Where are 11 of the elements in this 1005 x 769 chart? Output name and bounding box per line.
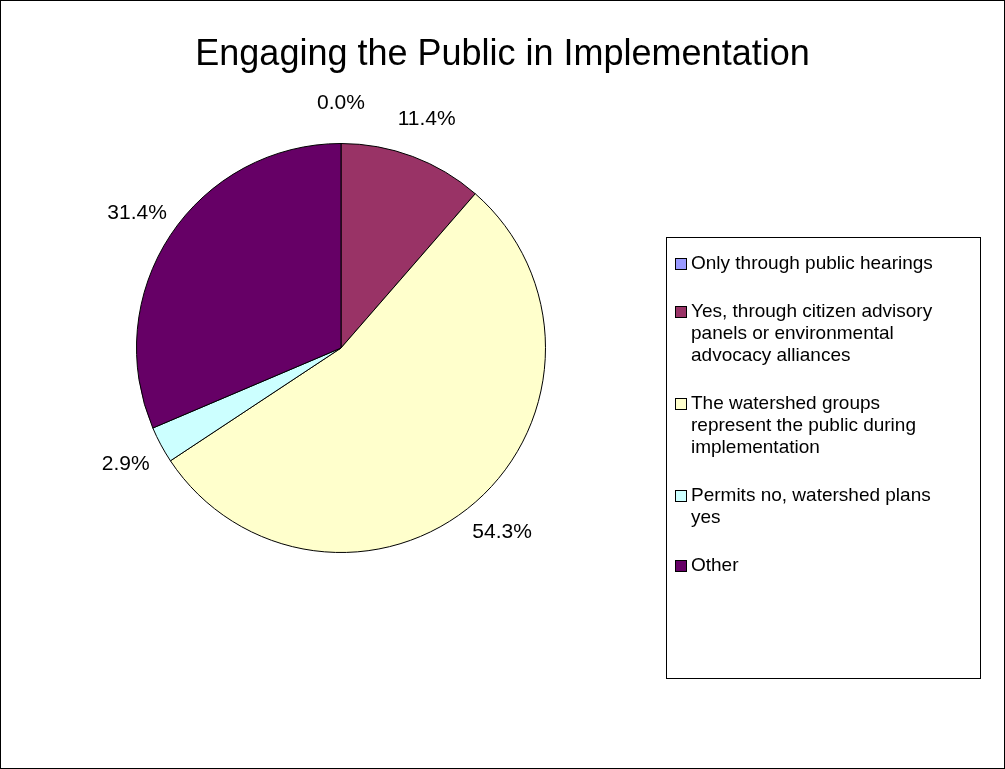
data-label: 54.3% <box>472 518 532 542</box>
legend-label: Other <box>691 554 739 576</box>
data-label: 11.4% <box>397 105 456 129</box>
chart-title: Engaging the Public in Implementation <box>195 31 810 73</box>
data-label: 31.4% <box>107 199 167 223</box>
legend-label: Permits no, watershed plans yes <box>691 484 932 528</box>
legend-label: Yes, through citizen advisory panels or environmental advocacy alliances <box>691 300 934 366</box>
data-label: 2.9% <box>101 450 150 474</box>
legend-label: The watershed groups represent the public during implementation <box>691 392 917 458</box>
text: 0.0% <box>317 90 365 114</box>
legend-label: Only through public hearings <box>691 252 933 274</box>
